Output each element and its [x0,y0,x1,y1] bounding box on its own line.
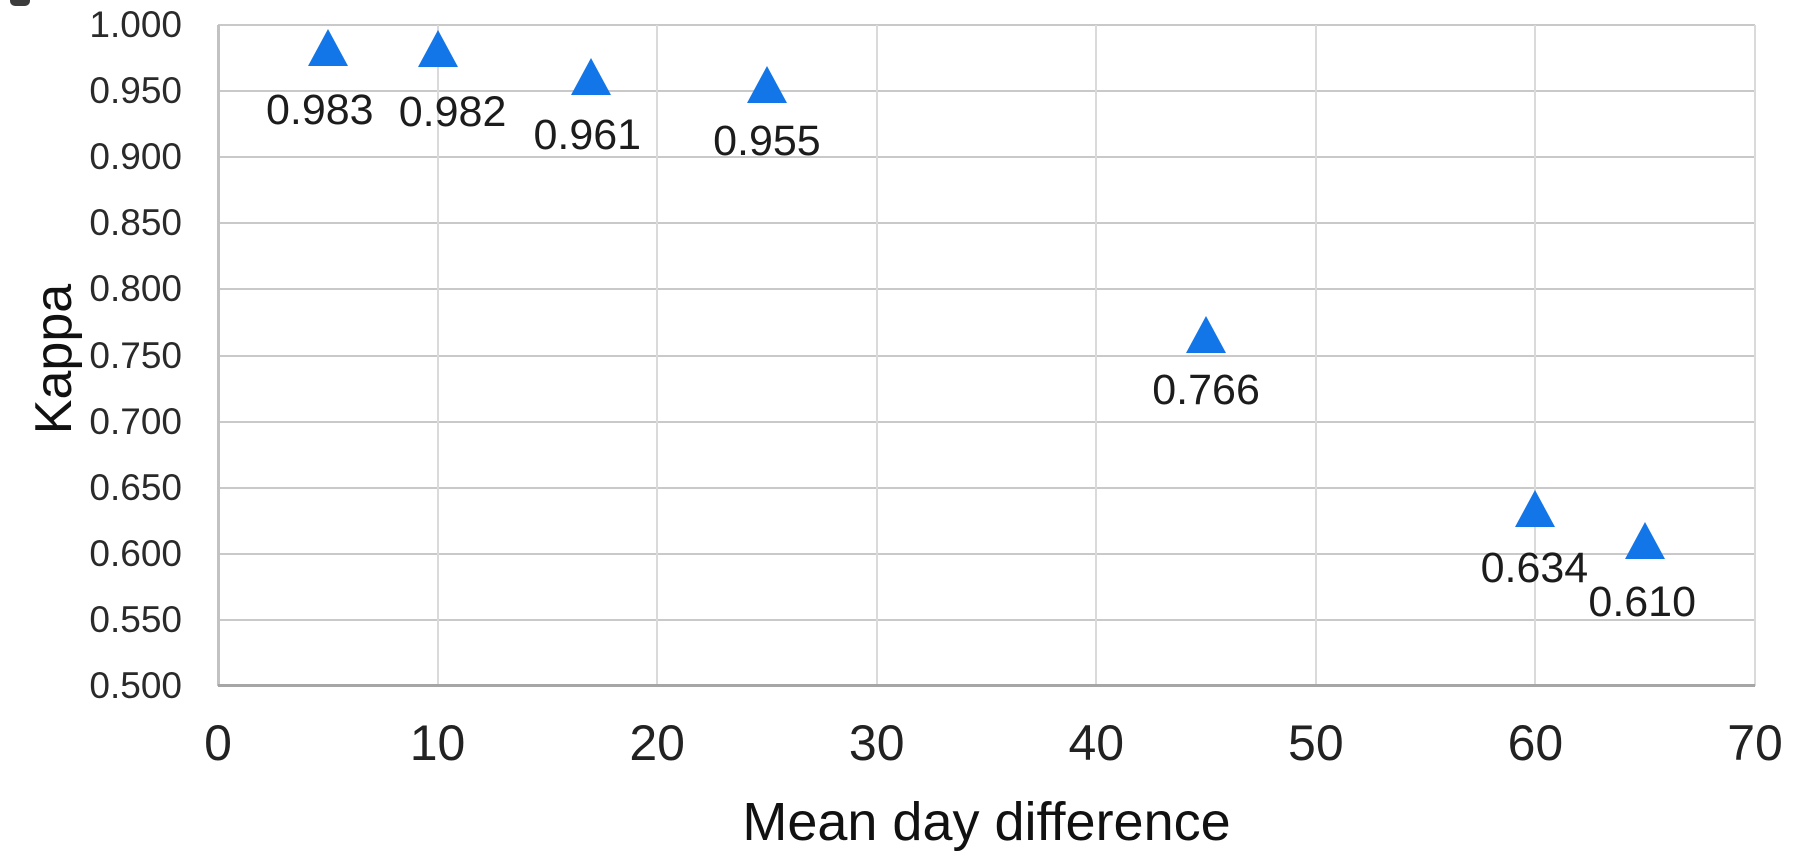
scatter-marker [571,58,612,96]
gridline-v [875,25,878,686]
scatter-marker [417,30,458,68]
data-label: 0.961 [533,110,642,159]
gridline-h [218,420,1755,423]
gridline-h [218,354,1755,357]
y-tick-label: 0.900 [89,136,182,178]
y-tick-label: 0.800 [89,268,182,310]
y-tick-label: 0.550 [89,598,182,640]
y-tick-label: 0.650 [89,466,182,508]
x-tick-label: 0 [204,715,232,771]
scatter-marker [1515,490,1556,528]
gridline-h [218,618,1755,621]
x-tick-label: 40 [1068,715,1125,771]
data-label: 0.983 [265,86,374,135]
plot-area: 0.983 0.982 0.961 0.955 0.766 0.634 0.610 [217,24,1756,687]
gridline-h [218,90,1755,93]
y-tick-label: 0.500 [89,665,182,706]
scatter-marker [307,28,348,66]
gridline-h [218,486,1755,489]
x-tick-label: 10 [409,715,466,771]
data-label: 0.610 [1588,577,1697,626]
y-tick-label: 0.750 [89,334,182,376]
data-label: 0.982 [398,87,507,136]
gridline-h [218,24,1755,26]
gridline-v [1314,25,1317,686]
gridline-h [218,222,1755,225]
gridline-h [218,288,1755,291]
y-tick-label: 0.700 [89,400,182,442]
x-axis-title: Mean day difference [742,792,1231,852]
crop-artifact [10,0,30,6]
scatter-marker [746,65,787,103]
scatter-marker [1625,522,1666,560]
gridline-h [218,156,1755,159]
data-label: 0.766 [1152,366,1260,415]
data-label: 0.634 [1480,543,1589,592]
y-tick-label: 0.600 [89,532,182,574]
x-tick-label: 20 [629,715,685,771]
gridline-h [218,552,1755,555]
y-tick-label: 1.000 [89,4,182,45]
x-tick-label: 60 [1507,715,1564,771]
gridline-v [1754,25,1756,686]
x-tick-label: 50 [1288,715,1344,771]
x-tick-label: 70 [1727,715,1783,771]
y-axis-title: Kappa [25,283,83,434]
gridline-v [436,25,439,686]
y-tick-label: 0.950 [89,70,182,112]
gridline-v [1534,25,1537,686]
gridline-v [656,25,659,686]
x-axis-line [218,684,1755,687]
x-tick-label: 30 [848,715,905,771]
y-axis-line [217,25,220,686]
y-tick-label: 0.850 [89,202,182,244]
data-label: 0.955 [713,117,821,166]
gridline-v [1095,25,1098,686]
scatter-marker [1186,315,1227,353]
